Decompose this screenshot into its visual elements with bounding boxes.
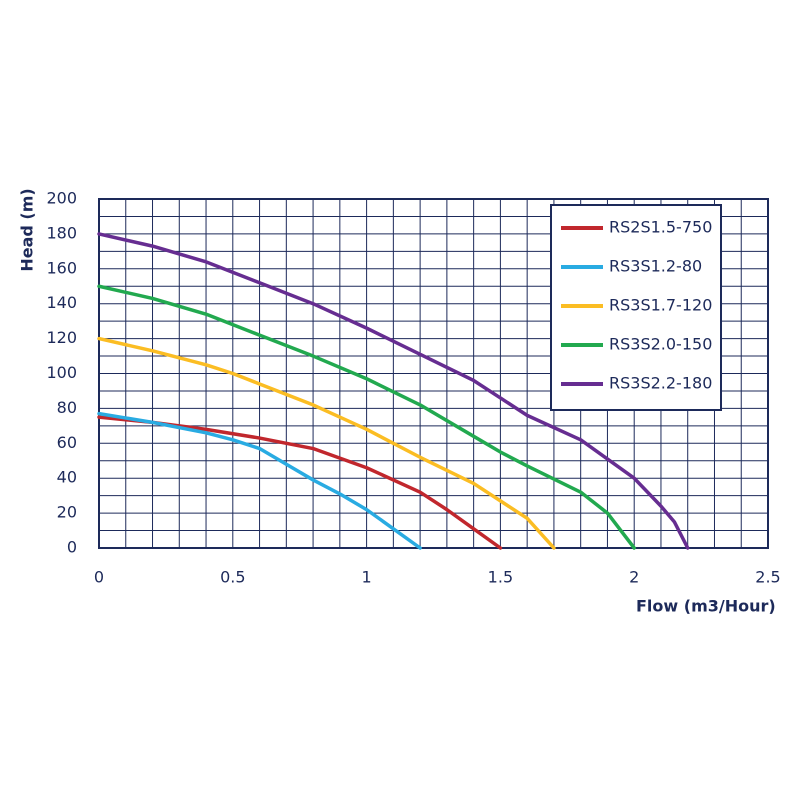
series-line <box>97 415 503 550</box>
legend-label: RS3S1.2-80 <box>609 257 702 276</box>
series-line <box>97 411 422 550</box>
x-axis-label: Flow (m3/Hour) <box>636 597 776 616</box>
series-line <box>97 232 690 550</box>
y-tick-label: 80 <box>57 398 77 417</box>
x-tick-label: 1.5 <box>488 568 513 587</box>
legend-label: RS3S2.0-150 <box>609 335 712 354</box>
y-tick-label: 180 <box>46 223 77 242</box>
y-axis-label: Head (m) <box>18 188 37 271</box>
y-tick-label: 0 <box>67 538 77 557</box>
x-tick-label: 1 <box>362 568 372 587</box>
y-tick-label: 60 <box>57 433 77 452</box>
x-tick-label: 2 <box>629 568 639 587</box>
legend-label: RS3S1.7-120 <box>609 296 712 315</box>
x-tick-label: 2.5 <box>755 568 780 587</box>
legend-label: RS2S1.5-750 <box>609 218 712 237</box>
y-tick-label: 20 <box>57 503 77 522</box>
y-tick-label: 140 <box>46 293 77 312</box>
y-tick-label: 100 <box>46 363 77 382</box>
y-tick-label: 120 <box>46 328 77 347</box>
y-tick-label: 200 <box>46 189 77 208</box>
y-tick-label: 160 <box>46 258 77 277</box>
x-tick-label: 0 <box>94 568 104 587</box>
x-tick-label: 0.5 <box>220 568 245 587</box>
y-tick-label: 40 <box>57 468 77 487</box>
series-line <box>97 336 556 550</box>
series-line <box>97 284 636 550</box>
legend-label: RS3S2.2-180 <box>609 374 712 393</box>
plot-frame <box>98 198 769 549</box>
